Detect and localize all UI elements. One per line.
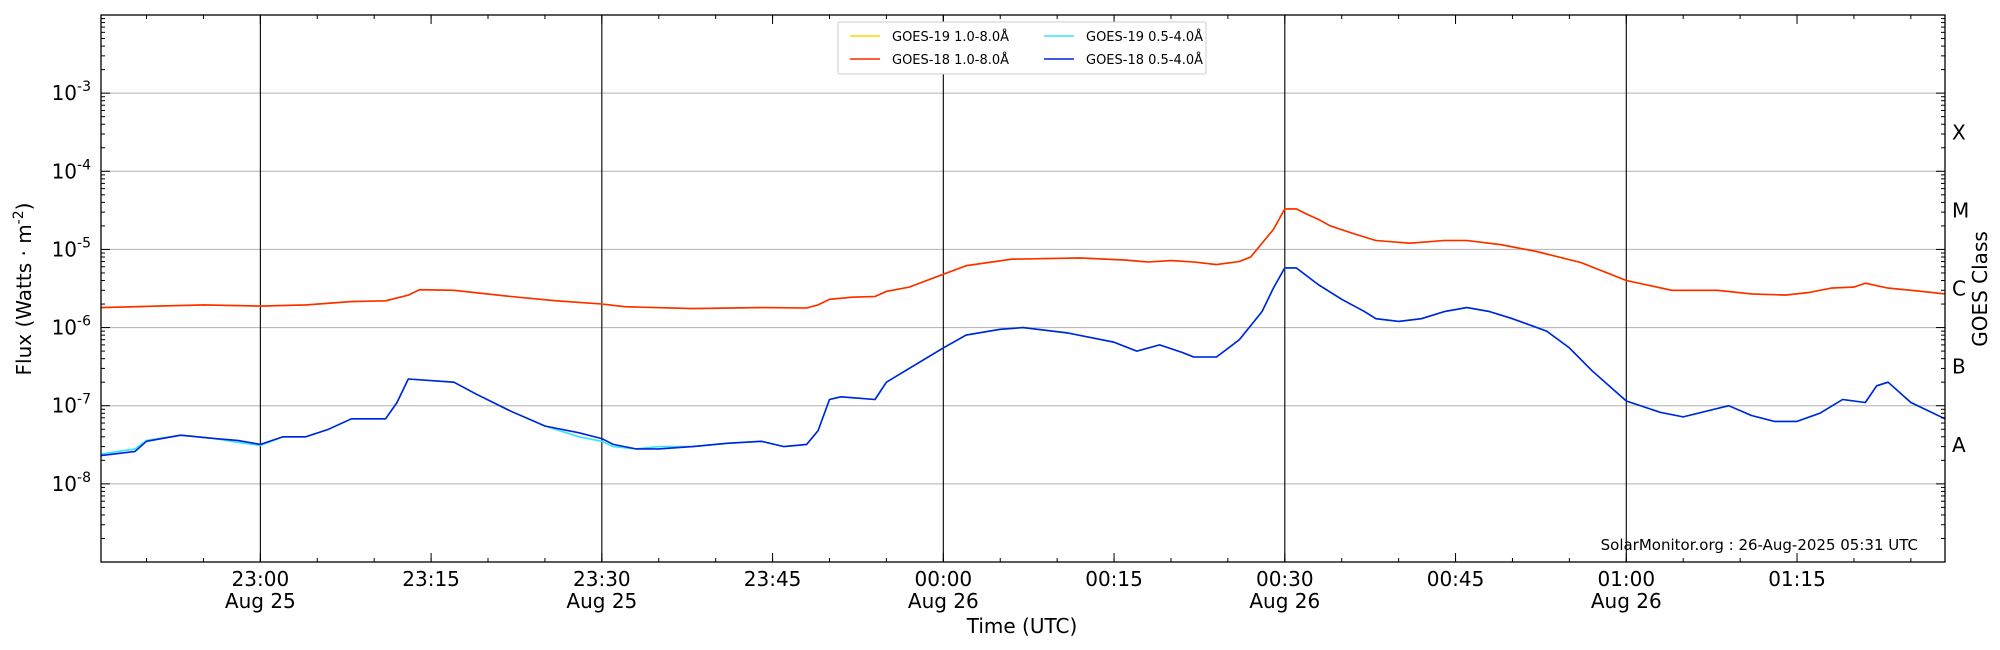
x-tick-time-label: 23:15 — [402, 567, 460, 591]
y-tick-label: 10-4 — [52, 157, 92, 183]
x-tick-time-label: 23:30 — [573, 567, 631, 591]
credit-text: SolarMonitor.org : 26-Aug-2025 05:31 UTC — [1601, 536, 1918, 554]
goes-class-label: A — [1952, 433, 1966, 457]
goes-class-label: M — [1952, 198, 1969, 222]
y-tick-base: 10 — [52, 316, 77, 340]
y-tick-exponent: -4 — [77, 157, 91, 173]
y-tick-base: 10 — [52, 159, 77, 183]
x-tick-time-label: 23:45 — [744, 567, 802, 591]
y-axis-label: Flux (Watts · m-2) — [11, 203, 36, 376]
y-tick-exponent: -7 — [77, 392, 91, 408]
y-tick-label: 10-3 — [52, 79, 91, 105]
x-axis-label: Time (UTC) — [966, 614, 1078, 638]
y-tick-label: 10-7 — [52, 392, 91, 418]
goes-class-label: X — [1952, 120, 1966, 144]
x-tick-time-label: 00:15 — [1085, 567, 1143, 591]
series-line-goes-18-1-0-8-0- — [100, 208, 1946, 310]
goes-class-label: C — [1952, 277, 1966, 301]
legend: GOES-19 1.0-8.0Å GOES-18 1.0-8.0Å GOES-19 … — [837, 21, 1207, 75]
x-tick-time-label: 00:30 — [1256, 567, 1314, 591]
y-axis-label-superscript: -2 — [11, 210, 27, 224]
y-tick-exponent: -8 — [77, 470, 91, 486]
x-tick-time-label: 00:45 — [1427, 567, 1485, 591]
y-tick-label: 10-6 — [52, 314, 92, 340]
goes-class-label: B — [1952, 355, 1966, 379]
legend-box — [837, 21, 1207, 75]
y-tick-exponent: -5 — [77, 235, 91, 251]
legend-label: GOES-19 1.0-8.0Å — [892, 29, 1009, 45]
legend-label: GOES-18 0.5-4.0Å — [1086, 52, 1203, 68]
y-tick-base: 10 — [52, 237, 77, 261]
grid-lines — [101, 15, 1945, 562]
y-tick-base: 10 — [52, 81, 77, 105]
y-tick-label: 10-5 — [52, 235, 91, 261]
plot-frame — [100, 14, 1946, 563]
y-tick-base: 10 — [52, 472, 77, 496]
legend-label: GOES-18 1.0-8.0Å — [892, 52, 1009, 68]
x-tick-date-label: Aug 26 — [1249, 589, 1320, 613]
series-line-goes-18-0-5-4-0- — [100, 267, 1946, 457]
y-tick-base: 10 — [52, 394, 77, 418]
goes-class-axis-label: GOES Class — [1968, 231, 1992, 347]
x-tick-date-label: Aug 26 — [908, 589, 979, 613]
y-tick-exponent: -3 — [77, 79, 91, 95]
x-tick-date-label: Aug 26 — [1591, 589, 1662, 613]
y-axis-label-close: ) — [12, 203, 36, 211]
y-axis-label-text: Flux (Watts · m — [12, 224, 36, 375]
y-tick-exponent: -6 — [77, 314, 91, 330]
series-lines — [100, 208, 1946, 457]
y-tick-label: 10-8 — [52, 470, 91, 496]
x-tick-time-label: 23:00 — [232, 567, 290, 591]
x-tick-time-label: 01:00 — [1597, 567, 1655, 591]
x-tick-date-label: Aug 25 — [225, 589, 296, 613]
legend-label: GOES-19 0.5-4.0Å — [1086, 29, 1203, 45]
x-tick-time-label: 01:15 — [1768, 567, 1826, 591]
x-tick-date-label: Aug 25 — [566, 589, 637, 613]
x-tick-time-label: 00:00 — [915, 567, 973, 591]
